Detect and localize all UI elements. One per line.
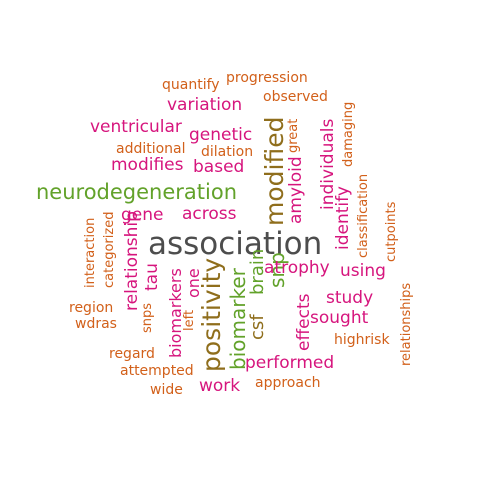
word-additional: additional [116,141,186,157]
word-modifies: modifies [111,155,184,175]
word-biomarker: biomarker [226,267,250,370]
word-highrisk: highrisk [334,332,390,348]
word-relationship: relationship [122,211,142,311]
word-tau: tau [142,263,162,291]
word-quantify: quantify [162,77,220,93]
word-association: association [148,226,322,262]
word-wide: wide [150,382,183,398]
word-modified: modified [260,117,289,226]
word-neurodegeneration: neurodegeneration [36,180,237,204]
word-amyloid: amyloid [286,156,306,224]
word-categorized: categorized [102,212,117,288]
word-identify: identify [333,186,353,250]
word-based: based [193,157,244,177]
word-gene: gene [121,205,163,225]
word-progression: progression [226,70,308,86]
word-observed: observed [263,89,328,105]
word-individuals: individuals [318,118,338,210]
word-genetic: genetic [189,125,252,145]
word-regard: regard [109,346,155,362]
word-work: work [199,376,240,396]
word-region: region [69,300,113,316]
word-biomarkers: biomarkers [166,268,185,358]
word-atrophy: atrophy [264,258,330,278]
word-ventricular: ventricular [90,117,182,137]
word-sought: sought [310,308,369,328]
word-classification: classification [356,174,371,258]
word-snp: snp [265,252,289,288]
word-damaging: damaging [341,102,356,167]
word-dilation: dilation [201,144,253,160]
word-positivity: positivity [197,258,226,372]
word-one: one [184,268,203,298]
word-across: across [182,204,237,224]
word-attempted: attempted [120,363,194,379]
word-snps: snps [140,303,155,333]
word-interaction: interaction [83,218,98,288]
word-using: using [340,261,386,281]
word-cutpoints: cutpoints [384,201,399,262]
word-approach: approach [255,375,321,391]
word-left: left [182,310,197,331]
word-csf: csf [247,314,268,340]
word-great: great [286,119,301,153]
word-relationships: relationships [399,283,414,366]
word-variation: variation [167,95,242,115]
word-study: study [326,288,373,308]
word-effects: effects [294,293,314,351]
word-wdras: wdras [75,316,117,332]
word-performed: performed [245,353,334,373]
word-brain: brain [247,249,268,295]
